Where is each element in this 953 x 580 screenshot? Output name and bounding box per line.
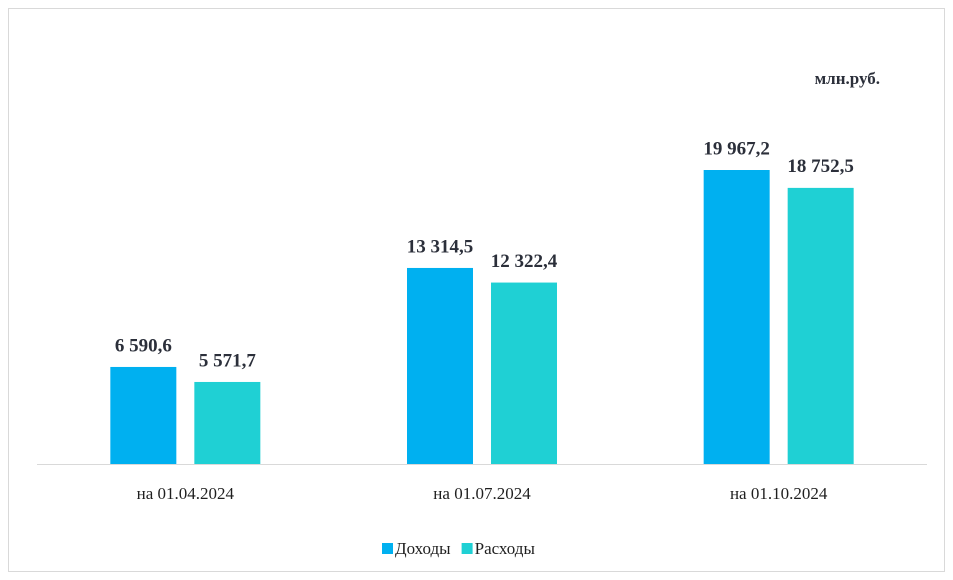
x-tick-label: на 01.04.2024	[137, 484, 235, 503]
bar	[787, 187, 854, 464]
bar	[110, 366, 177, 464]
value-label: 19 967,2	[703, 138, 770, 159]
value-label: 18 752,5	[787, 156, 854, 177]
value-label: 13 314,5	[407, 236, 474, 257]
bar	[194, 381, 261, 464]
x-tick-label: на 01.07.2024	[433, 484, 531, 503]
value-label: 12 322,4	[491, 251, 558, 272]
value-label: 5 571,7	[199, 350, 257, 371]
legend-label: Расходы	[475, 539, 536, 558]
bar	[491, 282, 557, 464]
legend-swatch	[382, 543, 393, 554]
bar	[407, 267, 473, 464]
legend-label: Доходы	[395, 539, 451, 558]
unit-label: млн.руб.	[815, 69, 880, 88]
x-tick-label: на 01.10.2024	[730, 484, 828, 503]
value-label: 6 590,6	[115, 335, 172, 356]
legend-swatch	[461, 543, 473, 554]
bar	[703, 170, 770, 464]
